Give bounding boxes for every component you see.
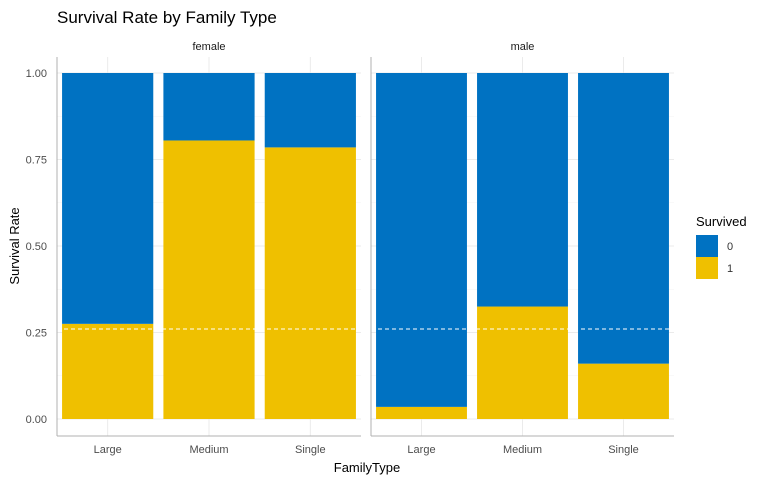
bar-male-Large-survived-0 [376, 73, 467, 407]
x-tick-label: Medium [189, 444, 228, 456]
x-axis-title: FamilyType [334, 460, 400, 475]
y-tick-label: 0.75 [26, 155, 47, 167]
legend-swatch-1 [696, 257, 718, 279]
legend-label: 0 [727, 241, 733, 253]
y-tick-label: 0.50 [26, 241, 47, 253]
bar-male-Medium-survived-1 [477, 306, 568, 419]
legend-label: 1 [727, 263, 733, 275]
bar-female-Large-survived-0 [62, 73, 154, 324]
legend-swatch-0 [696, 235, 718, 257]
facet-label: male [511, 41, 535, 53]
chart-title: Survival Rate by Family Type [57, 8, 277, 27]
bars [62, 73, 669, 419]
bar-male-Medium-survived-0 [477, 73, 568, 307]
y-axis-title: Survival Rate [7, 207, 22, 284]
bar-female-Medium-survived-0 [163, 73, 255, 141]
bar-male-Large-survived-1 [376, 406, 467, 419]
y-tick-label: 0.00 [26, 414, 47, 426]
axes [56, 57, 674, 437]
bar-female-Large-survived-1 [62, 323, 154, 419]
x-tick-label: Single [295, 444, 326, 456]
legend-title: Survived [696, 214, 747, 229]
x-tick-label: Medium [503, 444, 542, 456]
facet-label: female [192, 41, 225, 53]
bar-female-Single-survived-0 [264, 73, 356, 148]
y-tick-label: 0.25 [26, 328, 47, 340]
bar-female-Single-survived-1 [264, 147, 356, 419]
bar-female-Medium-survived-1 [163, 140, 255, 419]
y-tick-label: 1.00 [26, 68, 47, 80]
x-tick-label: Large [407, 444, 435, 456]
legend: Survived 0 1 [696, 214, 747, 279]
bar-male-Single-survived-0 [578, 73, 669, 364]
x-tick-label: Large [94, 444, 122, 456]
bar-male-Single-survived-1 [578, 363, 669, 419]
labels: female Large Medium Single male Large Medium Si… [26, 41, 639, 456]
x-tick-label: Single [608, 444, 639, 456]
